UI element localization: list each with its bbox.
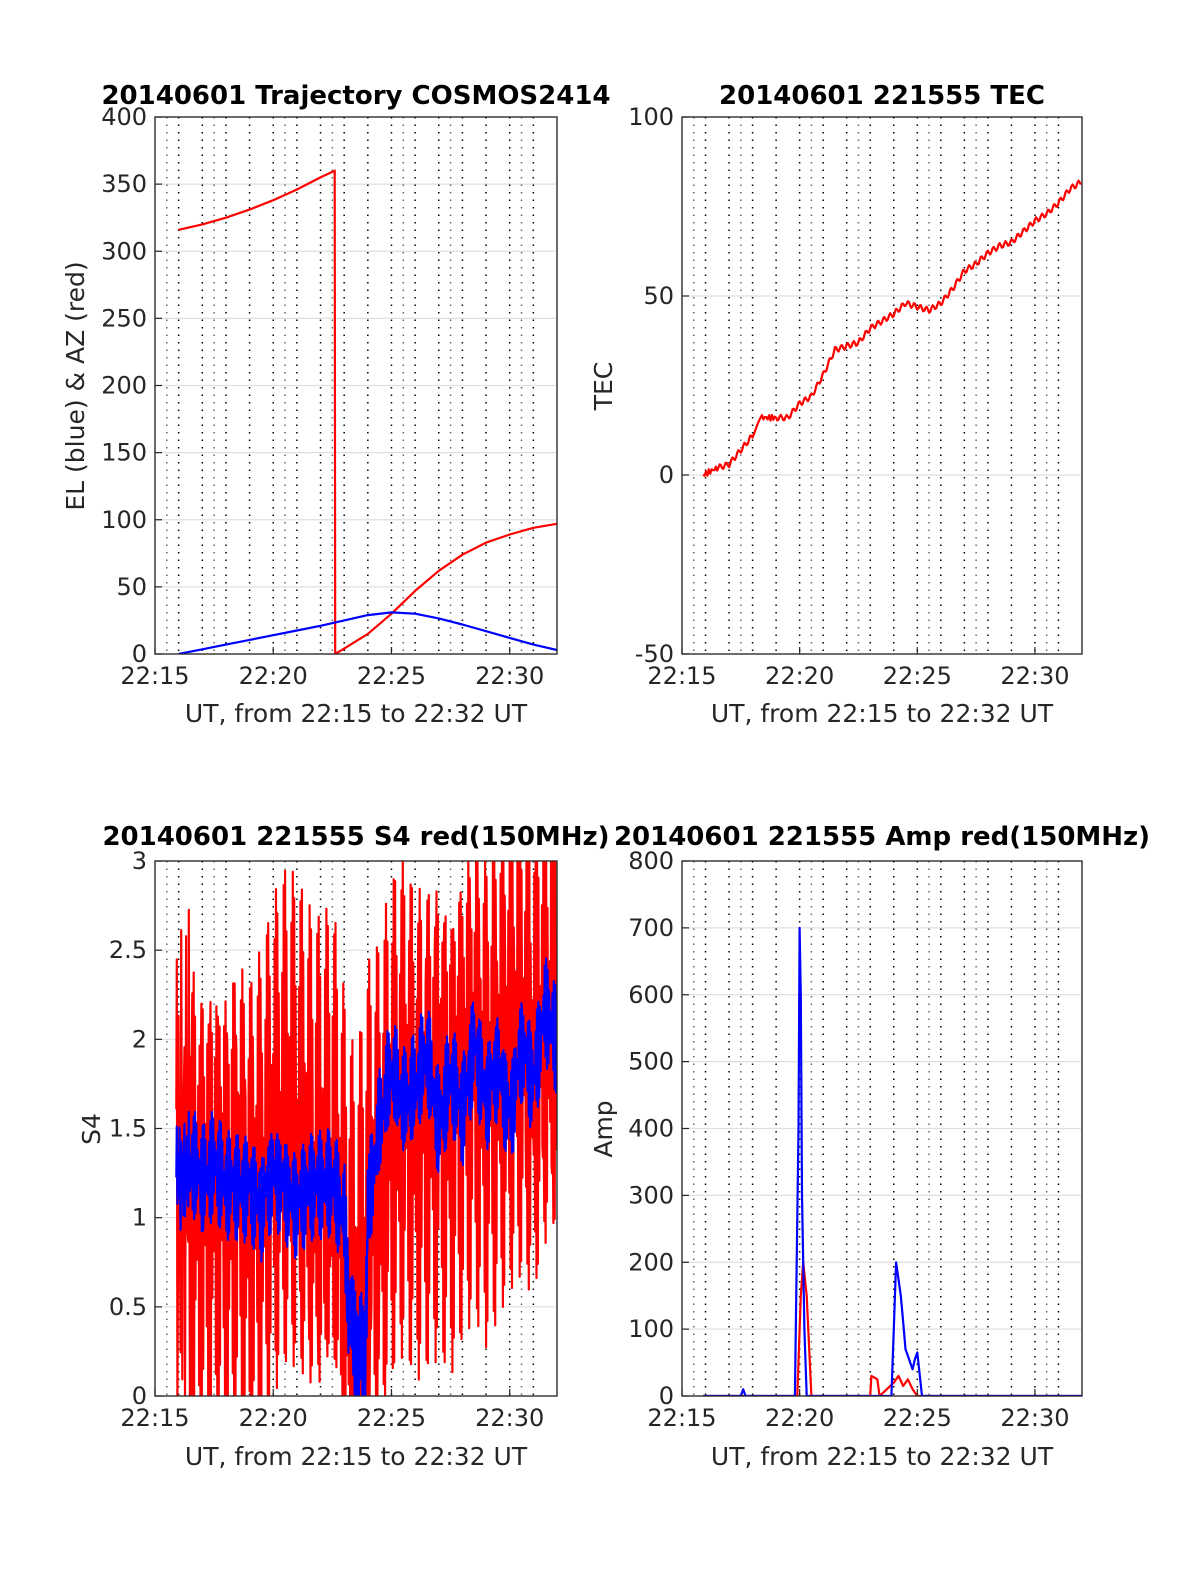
y-tick-label: 600 (628, 981, 674, 1009)
red-series-line (178, 169, 557, 654)
red-series-line (175, 861, 557, 1396)
chart-title: 20140601 221555 TEC (719, 81, 1045, 111)
x-tick-label: 22:20 (765, 1404, 834, 1432)
y-tick-label: 400 (101, 103, 147, 131)
y-tick-label: 0 (132, 640, 147, 668)
series-layer (703, 926, 1082, 1396)
chart-title: 20140601 Trajectory COSMOS2414 (101, 81, 610, 111)
y-tick-label: 0 (659, 1382, 674, 1410)
series-layer (178, 169, 557, 654)
x-axis-label: UT, from 22:15 to 22:32 UT (185, 699, 528, 728)
y-tick-label: 250 (101, 304, 147, 332)
red-series-line (702, 179, 1082, 477)
x-tick-label: 22:30 (1000, 1404, 1069, 1432)
y-axis-label: EL (blue) & AZ (red) (61, 261, 90, 510)
chart-title: 20140601 221555 Amp red(150MHz) (614, 822, 1150, 852)
chart-title: 20140601 221555 S4 red(150MHz) (102, 822, 609, 852)
plot-area (681, 116, 1083, 655)
y-tick-label: 100 (628, 103, 674, 131)
y-tick-label: 200 (628, 1248, 674, 1276)
y-tick-label: 500 (628, 1048, 674, 1076)
y-tick-label: 1.5 (109, 1115, 147, 1143)
y-tick-label: 3 (132, 847, 147, 875)
y-axis-label: TEC (589, 362, 618, 412)
blue-series-line (703, 926, 1082, 1396)
x-tick-label: 22:25 (357, 1404, 426, 1432)
y-axis-label: S4 (77, 1113, 106, 1145)
y-tick-label: 350 (101, 170, 147, 198)
series-layer (702, 179, 1082, 477)
x-tick-label: 22:15 (120, 1404, 189, 1432)
y-tick-label: 300 (628, 1181, 674, 1209)
x-axis-label: UT, from 22:15 to 22:32 UT (711, 699, 1054, 728)
y-tick-label: 400 (628, 1115, 674, 1143)
x-tick-label: 22:25 (883, 1404, 952, 1432)
blue-series-line (178, 611, 557, 654)
y-tick-label: 50 (116, 573, 147, 601)
series-layer (175, 861, 557, 1396)
y-tick-label: 2.5 (109, 936, 147, 964)
x-tick-label: 22:30 (475, 662, 544, 690)
y-tick-label: 800 (628, 847, 674, 875)
y-tick-label: -50 (635, 640, 674, 668)
x-tick-label: 22:30 (475, 1404, 544, 1432)
y-tick-label: 100 (101, 506, 147, 534)
tec-panel: -50 0 50 100 22:15 22:20 22:25 22:30 20140601 2… (589, 81, 1083, 728)
y-tick-label: 700 (628, 914, 674, 942)
blue-series-line (175, 957, 557, 1396)
x-axis-label: UT, from 22:15 to 22:32 UT (711, 1442, 1054, 1471)
y-tick-label: 150 (101, 439, 147, 467)
y-tick-label: 1 (132, 1204, 147, 1232)
s4-panel: 0 0.5 1 1.5 2 2.5 3 22:15 22:20 22:25 22:30 201406… (77, 822, 610, 1471)
x-tick-label: 22:20 (239, 1404, 308, 1432)
y-tick-label: 200 (101, 372, 147, 400)
x-tick-label: 22:20 (239, 662, 308, 690)
y-tick-label: 2 (132, 1025, 147, 1053)
y-tick-label: 0 (659, 461, 674, 489)
y-tick-label: 0.5 (109, 1293, 147, 1321)
x-tick-label: 22:15 (120, 662, 189, 690)
x-tick-label: 22:25 (357, 662, 426, 690)
y-axis-label: Amp (589, 1100, 618, 1157)
x-tick-label: 22:20 (765, 662, 834, 690)
x-tick-label: 22:25 (883, 662, 952, 690)
y-tick-label: 50 (643, 282, 674, 310)
x-tick-label: 22:30 (1000, 662, 1069, 690)
y-tick-label: 0 (132, 1382, 147, 1410)
x-tick-label: 22:15 (647, 662, 716, 690)
y-tick-label: 300 (101, 237, 147, 265)
trajectory-panel: 0 50 100 150 200 250 300 350 400 22:15 22:20 22:25 2… (61, 81, 611, 728)
x-axis-label: UT, from 22:15 to 22:32 UT (185, 1442, 528, 1471)
amp-panel: 0 100 200 300 400 500 600 700 800 22:15 22:20 22:25… (589, 822, 1150, 1471)
x-tick-label: 22:15 (647, 1404, 716, 1432)
y-tick-label: 100 (628, 1315, 674, 1343)
